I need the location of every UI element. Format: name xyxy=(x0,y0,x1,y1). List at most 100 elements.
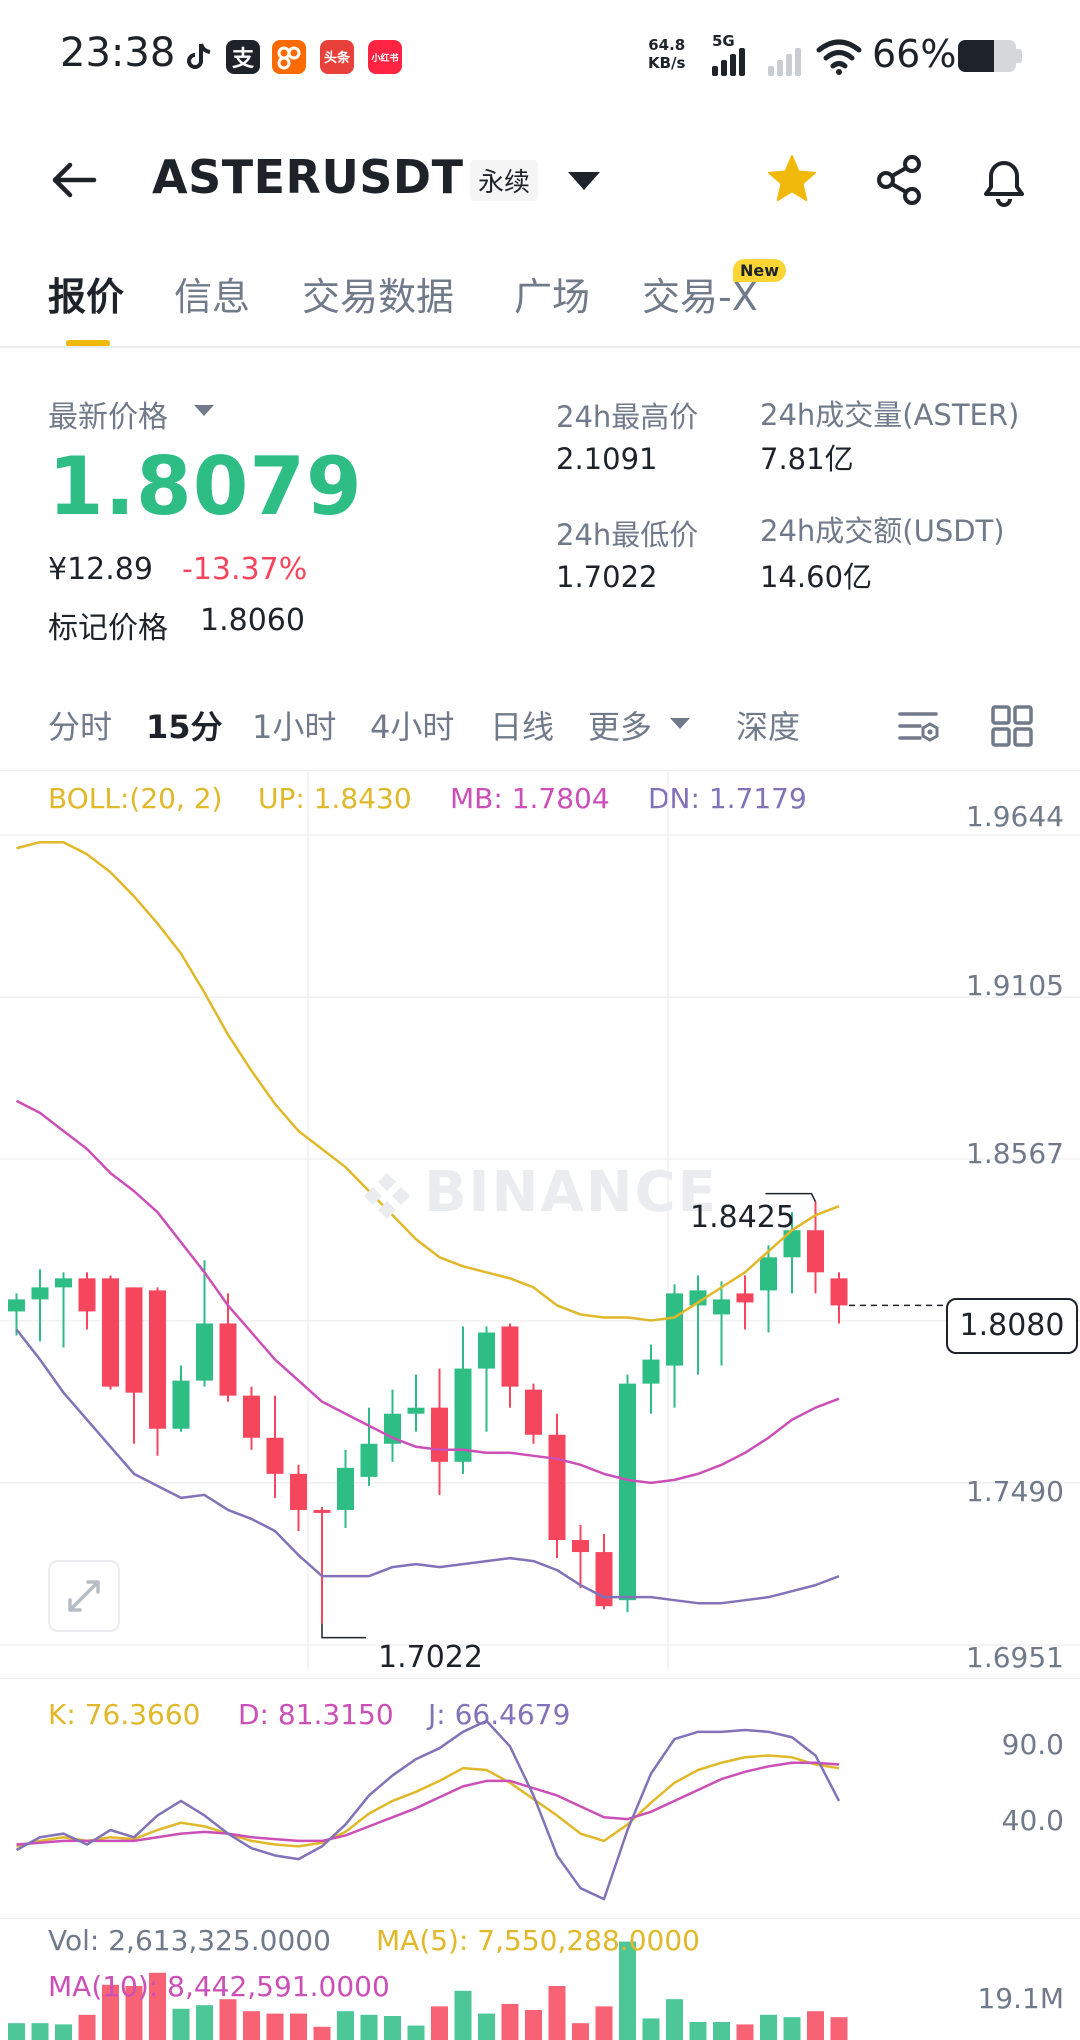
volume-bar xyxy=(454,1990,472,2040)
binance-watermark: BINANCE xyxy=(360,1160,718,1225)
interval-more[interactable]: 更多 xyxy=(588,708,653,746)
candle-body xyxy=(243,1395,260,1438)
status-bar: 23:38 支 头条 小红书 64.8 KB/s 5G 66% xyxy=(0,0,1080,110)
high-24h-label: 24h最高价 xyxy=(556,400,699,434)
back-arrow-icon[interactable] xyxy=(50,155,100,205)
svg-text:头条: 头条 xyxy=(324,50,351,66)
contract-type-badge[interactable]: 永续 xyxy=(470,160,539,201)
candlestick-chart[interactable] xyxy=(0,770,1080,1670)
binance-logo-icon xyxy=(360,1169,414,1223)
volume-axis-label: 19.1M xyxy=(977,1982,1064,2015)
symbol-title[interactable]: ASTERUSDT xyxy=(152,150,464,204)
fullscreen-expand-button[interactable] xyxy=(48,1560,120,1632)
svg-text:小红书: 小红书 xyxy=(370,52,398,64)
turnover-24h-label: 24h成交额(USDT) xyxy=(760,514,1005,548)
volume-bar xyxy=(689,2022,707,2040)
candle-body xyxy=(525,1389,542,1435)
signal-bars-secondary-icon xyxy=(768,44,808,76)
candle-body xyxy=(360,1443,378,1477)
volume-bar xyxy=(149,1972,166,2040)
chart-high-label: 1.8425 xyxy=(690,1200,795,1235)
star-icon[interactable] xyxy=(764,152,820,208)
volume-bar xyxy=(572,2023,589,2040)
candle-body xyxy=(266,1437,284,1474)
volume-bar xyxy=(807,2011,824,2040)
tab-quote[interactable]: 报价 xyxy=(48,275,125,319)
volume-bar xyxy=(8,2023,25,2040)
current-price-tag[interactable]: 1.8080 xyxy=(946,1298,1078,1354)
candle-body xyxy=(290,1473,307,1510)
tab-square[interactable]: 广场 xyxy=(514,275,591,319)
svg-text:支: 支 xyxy=(232,47,255,72)
indicator-settings-icon[interactable] xyxy=(896,704,940,748)
interval-daily[interactable]: 日线 xyxy=(490,708,555,746)
kdj-j: J: 66.4679 xyxy=(428,1698,571,1731)
volume-bar xyxy=(619,1941,636,2040)
volume-bar xyxy=(642,2018,660,2040)
kdj-d: D: 81.3150 xyxy=(238,1698,394,1731)
mark-price-label: 标记价格 xyxy=(48,611,168,646)
volume-bar xyxy=(478,2013,495,2040)
candle-body xyxy=(172,1380,190,1429)
volume-bar xyxy=(501,2004,519,2040)
high-24h: 2.1091 xyxy=(556,442,658,476)
share-icon[interactable] xyxy=(872,152,928,208)
xiaohongshu-icon: 小红书 xyxy=(368,40,402,74)
signal-5g-label: 5G xyxy=(712,32,735,50)
volume-bar xyxy=(78,2014,96,2040)
taobao-icon xyxy=(272,40,306,74)
candle-body xyxy=(149,1290,166,1429)
candle-body xyxy=(337,1467,354,1510)
tab-trade-x[interactable]: 交易-X xyxy=(642,275,758,319)
candle-body xyxy=(55,1278,72,1288)
kdj-divider xyxy=(0,1678,1080,1679)
latest-price-label[interactable]: 最新价格 xyxy=(48,400,168,435)
intervals-divider xyxy=(0,770,1080,771)
volume-bar xyxy=(313,2026,331,2040)
layout-grid-icon[interactable] xyxy=(990,704,1034,748)
interval-more-dropdown-icon[interactable] xyxy=(670,718,690,729)
candle-body xyxy=(548,1434,566,1541)
interval-4h[interactable]: 4小时 xyxy=(370,708,455,746)
tab-trade-data[interactable]: 交易数据 xyxy=(302,275,455,319)
tab-info[interactable]: 信息 xyxy=(174,275,251,319)
price-axis-label: 1.8567 xyxy=(966,1137,1064,1170)
volume-bar xyxy=(337,2011,354,2040)
volume-bar xyxy=(243,2011,260,2040)
depth-tab[interactable]: 深度 xyxy=(736,708,801,746)
volume-24h: 7.81亿 xyxy=(760,442,854,476)
latest-price: 1.8079 xyxy=(48,440,363,533)
volume-chart[interactable] xyxy=(0,1920,1080,2040)
interval-timeshare[interactable]: 分时 xyxy=(48,708,113,746)
candle-body xyxy=(689,1290,707,1306)
signal-bars-icon xyxy=(712,44,752,76)
bell-icon[interactable] xyxy=(976,152,1032,208)
volume-bar xyxy=(360,2014,378,2040)
candle-body xyxy=(8,1299,25,1312)
candle-body xyxy=(407,1407,425,1414)
latest-price-dropdown-icon[interactable] xyxy=(194,405,214,416)
interval-15m[interactable]: 15分 xyxy=(146,708,223,746)
candle-body xyxy=(313,1509,331,1513)
status-time: 23:38 xyxy=(60,30,176,76)
candle-body xyxy=(666,1293,683,1366)
price-change: -13.37% xyxy=(182,552,308,587)
candle-body xyxy=(572,1540,589,1553)
boll-mb: MB: 1.7804 xyxy=(450,782,610,815)
symbol-dropdown-icon[interactable] xyxy=(568,172,600,190)
price-axis-label: 1.9105 xyxy=(966,969,1064,1002)
net-speed: 64.8 KB/s xyxy=(648,36,686,72)
price-axis-label: 1.6951 xyxy=(966,1641,1064,1674)
boll-dn-line xyxy=(15,1328,840,1605)
kdj-chart[interactable] xyxy=(0,1680,1080,1920)
volume-bar xyxy=(713,2022,730,2040)
volume-bar xyxy=(760,2014,777,2040)
volume-bar xyxy=(31,2023,49,2040)
toutiao-icon: 头条 xyxy=(320,40,354,74)
candle-body xyxy=(31,1287,49,1300)
mark-price: 1.8060 xyxy=(200,603,305,638)
candle-body xyxy=(760,1257,777,1291)
volume-bar xyxy=(196,2005,213,2040)
boll-params: BOLL:(20, 2) xyxy=(48,782,223,815)
interval-1h[interactable]: 1小时 xyxy=(252,708,337,746)
